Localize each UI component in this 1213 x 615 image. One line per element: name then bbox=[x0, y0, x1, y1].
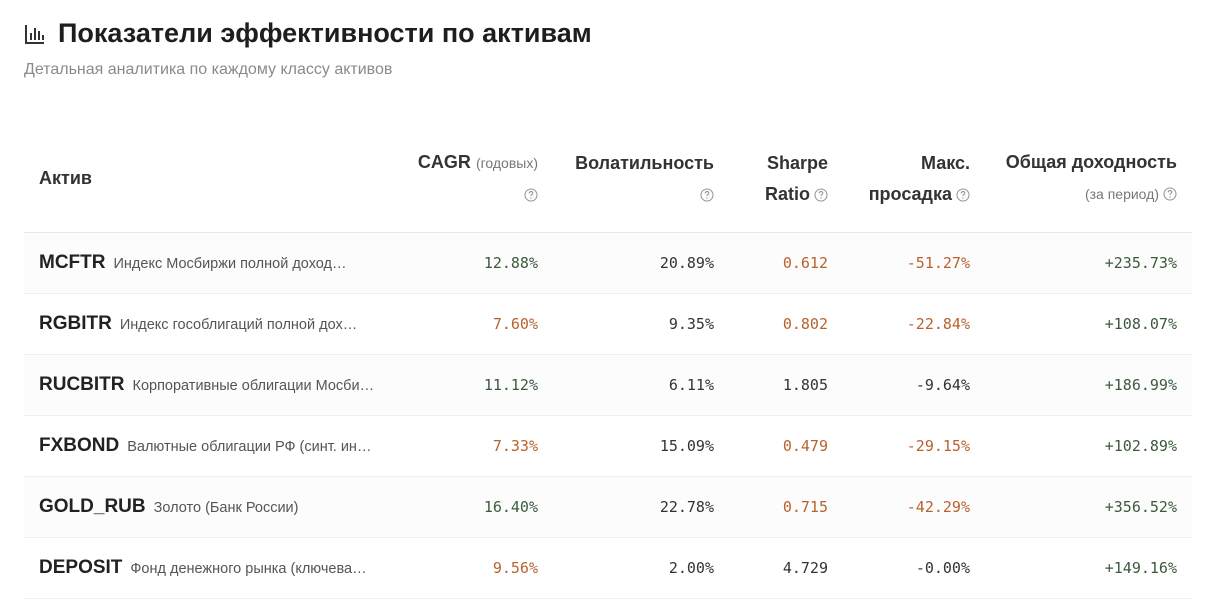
ticker: RUCBITR bbox=[39, 374, 125, 395]
metric-cell: 1.805 bbox=[729, 354, 843, 416]
header: Показатели эффективности по активам bbox=[24, 18, 592, 49]
column-header: Волатильность bbox=[553, 125, 729, 233]
asset-name: Индекс Мосбиржи полной доход… bbox=[113, 256, 347, 272]
metric-cell: 15.09% bbox=[553, 415, 729, 477]
column-label: Волатильность bbox=[575, 152, 714, 173]
metric-cell: +149.16% bbox=[985, 537, 1192, 599]
asset-name: Корпоративные облигации Мосби… bbox=[132, 378, 375, 394]
asset-cell: GOLD_RUB Золото (Банк России) bbox=[24, 476, 390, 538]
chart-icon bbox=[25, 24, 44, 44]
metric-cell: -9.64% bbox=[843, 354, 985, 416]
header-row: Актив CAGR (годовых) Волатильность Sharpe R… bbox=[24, 125, 1192, 233]
help-icon[interactable] bbox=[1163, 187, 1177, 201]
asset-name: Индекс гособлигаций полной дох… bbox=[119, 317, 358, 333]
metric-cell: +186.99% bbox=[985, 354, 1192, 416]
asset-cell: MCFTR Индекс Мосбиржи полной доход… bbox=[24, 232, 390, 294]
metric-cell: 9.56% bbox=[390, 537, 553, 599]
metric-cell: 16.40% bbox=[390, 476, 553, 538]
help-icon[interactable] bbox=[700, 188, 714, 202]
metric-cell: 0.479 bbox=[729, 415, 843, 477]
ticker: DEPOSIT bbox=[39, 557, 123, 578]
asset-cell: RGBITR Индекс гособлигаций полной дох… bbox=[24, 293, 390, 355]
ticker: FXBOND bbox=[39, 435, 120, 456]
ticker: GOLD_RUB bbox=[39, 496, 146, 517]
asset-cell: RUCBITR Корпоративные облигации Мосби… bbox=[24, 354, 390, 416]
column-label: Актив bbox=[39, 168, 92, 188]
asset-row: FXBOND Валютные облигации РФ (синт. ин… 7.… bbox=[24, 415, 1192, 477]
asset-name: Золото (Банк России) bbox=[153, 500, 299, 516]
asset-row: MCFTR Индекс Мосбиржи полной доход… 12.88%… bbox=[24, 232, 1192, 294]
help-icon[interactable] bbox=[814, 188, 828, 202]
metric-cell: 7.33% bbox=[390, 415, 553, 477]
metric-cell: 22.78% bbox=[553, 476, 729, 538]
page-subtitle: Детальная аналитика по каждому классу ак… bbox=[24, 61, 393, 78]
ticker: MCFTR bbox=[39, 252, 106, 273]
metric-cell: 0.612 bbox=[729, 232, 843, 294]
metric-cell: -42.29% bbox=[843, 476, 985, 538]
column-header: Макс. просадка bbox=[843, 125, 985, 233]
metric-cell: -29.15% bbox=[843, 415, 985, 477]
column-label: Sharpe Ratio bbox=[765, 152, 828, 204]
metric-cell: 6.11% bbox=[553, 354, 729, 416]
metric-cell: 7.60% bbox=[390, 293, 553, 355]
asset-cell: FXBOND Валютные облигации РФ (синт. ин… bbox=[24, 415, 390, 477]
ticker: RGBITR bbox=[39, 313, 112, 334]
metric-cell: 0.802 bbox=[729, 293, 843, 355]
metric-cell: 12.88% bbox=[390, 232, 553, 294]
column-header: Актив bbox=[24, 125, 390, 233]
column-note: (за период) bbox=[1084, 186, 1159, 202]
asset-cell: DEPOSIT Фонд денежного рынка (ключева… bbox=[24, 537, 390, 599]
asset-row: DEPOSIT Фонд денежного рынка (ключева… 9.5… bbox=[24, 537, 1192, 599]
column-label: CAGR bbox=[417, 152, 471, 172]
page-title: Показатели эффективности по активам bbox=[58, 18, 592, 48]
asset-table: Актив CAGR (годовых) Волатильность Sharpe R… bbox=[24, 125, 1192, 599]
column-label: Общая доходность bbox=[1005, 152, 1177, 172]
metric-cell: +356.52% bbox=[985, 476, 1192, 538]
metric-cell: +235.73% bbox=[985, 232, 1192, 294]
help-icon[interactable] bbox=[956, 188, 970, 202]
table-body: MCFTR Индекс Мосбиржи полной доход… 12.88%… bbox=[24, 232, 1192, 599]
metric-cell: -51.27% bbox=[843, 232, 985, 294]
column-header: Общая доходность (за период) bbox=[985, 125, 1192, 233]
metric-cell: -22.84% bbox=[843, 293, 985, 355]
metric-cell: +102.89% bbox=[985, 415, 1192, 477]
asset-name: Фонд денежного рынка (ключева… bbox=[130, 561, 367, 577]
asset-row: RUCBITR Корпоративные облигации Мосби… 11.… bbox=[24, 354, 1192, 416]
column-note: (годовых) bbox=[475, 155, 538, 171]
metric-cell: 9.35% bbox=[553, 293, 729, 355]
column-header: CAGR (годовых) bbox=[390, 125, 553, 233]
metric-cell: +108.07% bbox=[985, 293, 1192, 355]
asset-row: GOLD_RUB Золото (Банк России) 16.40% 22.78%… bbox=[24, 476, 1192, 538]
metric-cell: 11.12% bbox=[390, 354, 553, 416]
metric-cell: 2.00% bbox=[553, 537, 729, 599]
column-header: Sharpe Ratio bbox=[729, 125, 843, 233]
asset-row: RGBITR Индекс гособлигаций полной дох… 7.6… bbox=[24, 293, 1192, 355]
metric-cell: 20.89% bbox=[553, 232, 729, 294]
column-label: Макс. просадка bbox=[868, 152, 970, 204]
metric-cell: 0.715 bbox=[729, 476, 843, 538]
help-icon[interactable] bbox=[524, 188, 538, 202]
asset-name: Валютные облигации РФ (синт. ин… bbox=[127, 439, 372, 455]
metric-cell: -0.00% bbox=[843, 537, 985, 599]
metric-cell: 4.729 bbox=[729, 537, 843, 599]
